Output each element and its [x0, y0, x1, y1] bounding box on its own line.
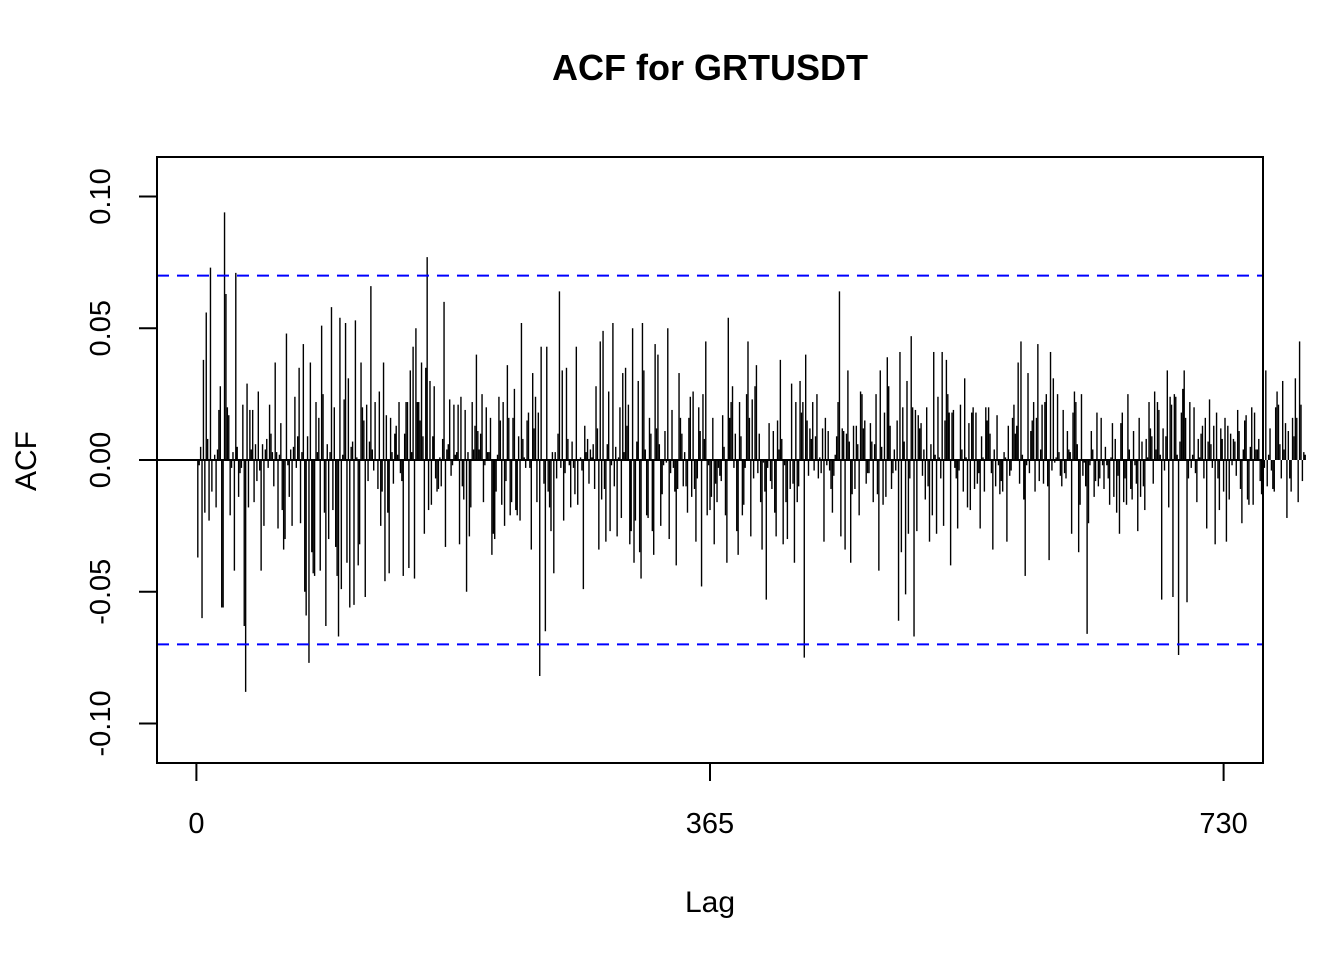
y-tick-label: 0.10: [85, 168, 117, 224]
x-axis-label: Lag: [685, 886, 735, 919]
y-axis: -0.10 -0.05 0.00 0.05 0.10: [85, 168, 158, 757]
acf-bars: [197, 212, 1306, 692]
x-axis: 0 365 730: [188, 762, 1248, 840]
plot-frame: [156, 156, 1264, 764]
y-tick-label: 0.05: [85, 300, 117, 356]
x-tick-label: 730: [1199, 808, 1247, 840]
chart-title: ACF for GRTUSDT: [552, 47, 868, 88]
x-tick-label: 0: [188, 808, 204, 840]
y-tick-label: -0.05: [85, 559, 117, 625]
y-tick-label: 0.00: [85, 432, 117, 488]
y-tick-label: -0.10: [85, 690, 117, 756]
y-axis-label: ACF: [10, 431, 43, 491]
x-tick-label: 365: [686, 808, 734, 840]
